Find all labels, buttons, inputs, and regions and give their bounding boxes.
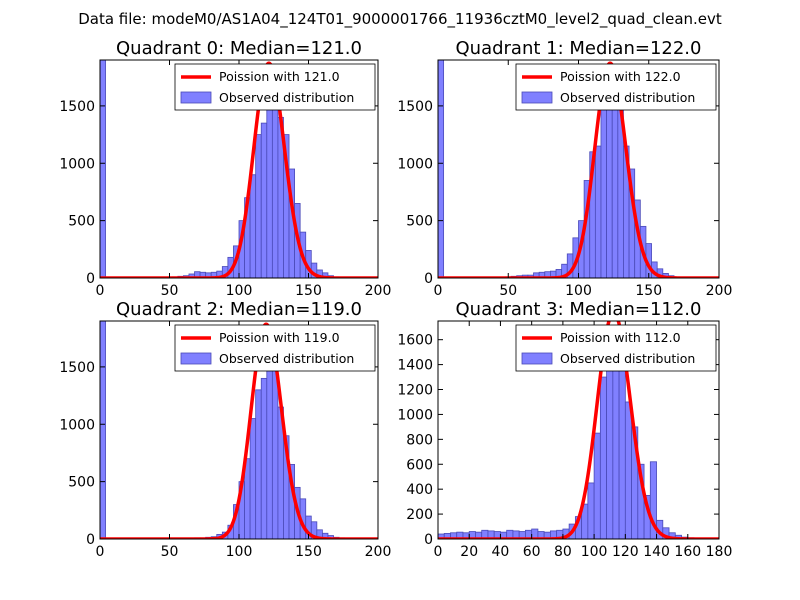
histogram-bar bbox=[266, 88, 273, 278]
histogram-bar bbox=[611, 105, 619, 278]
x-tick-label: 60 bbox=[523, 544, 541, 560]
x-tick-label: 50 bbox=[161, 283, 179, 299]
x-tick-label: 100 bbox=[226, 283, 253, 299]
x-tick-label: 0 bbox=[434, 283, 443, 299]
x-tick-label: 200 bbox=[706, 283, 733, 299]
y-tick-label: 1600 bbox=[397, 333, 433, 349]
x-tick-label: 150 bbox=[635, 283, 662, 299]
y-tick-label: 200 bbox=[406, 507, 433, 523]
histogram-bar bbox=[249, 418, 257, 539]
quadrant-3-legend: Poission with 112.0 Observed distribution bbox=[515, 324, 717, 372]
histogram-bar bbox=[100, 321, 106, 539]
histogram-bar bbox=[255, 389, 262, 539]
quadrant-0-panel: Quadrant 0: Median=121.0 0 50 100 150 200 0 500… bbox=[59, 38, 391, 299]
histogram-bar bbox=[593, 432, 601, 539]
histogram-bar bbox=[600, 94, 607, 278]
legend-fit-label: Poission with 119.0 bbox=[219, 330, 340, 345]
quadrant-1-title: Quadrant 1: Median=122.0 bbox=[456, 38, 702, 59]
y-tick-label: 600 bbox=[406, 457, 433, 473]
legend-observed-swatch bbox=[180, 91, 212, 104]
x-tick-label: 100 bbox=[226, 544, 253, 560]
poisson-fit-line bbox=[438, 321, 719, 539]
y-tick-label: 800 bbox=[406, 432, 433, 448]
histogram-bar bbox=[594, 145, 602, 278]
quadrant-2-legend: Poission with 119.0 Observed distribution bbox=[174, 324, 376, 372]
x-tick-label: 140 bbox=[643, 544, 670, 560]
legend-fit-label: Poission with 121.0 bbox=[219, 69, 340, 84]
y-tick-label: 1000 bbox=[59, 417, 95, 433]
quadrant-2-title: Quadrant 2: Median=119.0 bbox=[116, 299, 362, 320]
x-tick-label: 200 bbox=[365, 544, 392, 560]
histogram-bar bbox=[599, 376, 607, 539]
legend-observed-swatch bbox=[180, 352, 212, 365]
x-tick-label: 180 bbox=[706, 544, 733, 560]
x-tick-label: 80 bbox=[554, 544, 572, 560]
y-tick-label: 0 bbox=[424, 532, 433, 548]
legend-fit-label: Poission with 122.0 bbox=[560, 69, 681, 84]
y-tick-label: 1500 bbox=[59, 360, 95, 376]
x-tick-label: 120 bbox=[612, 544, 639, 560]
legend-observed-label: Observed distribution bbox=[219, 351, 354, 366]
legend-observed-swatch bbox=[521, 352, 553, 365]
y-tick-label: 1500 bbox=[59, 99, 95, 115]
x-tick-label: 150 bbox=[295, 544, 322, 560]
x-tick-label: 0 bbox=[434, 544, 443, 560]
y-tick-label: 0 bbox=[424, 271, 433, 287]
y-tick-label: 1500 bbox=[397, 99, 433, 115]
figure-suptitle: Data file: modeM0/AS1A04_124T01_90000017… bbox=[78, 10, 722, 29]
histogram-bar bbox=[100, 60, 106, 278]
legend-observed-label: Observed distribution bbox=[560, 90, 695, 105]
histogram-bar bbox=[624, 401, 632, 539]
histogram-bar bbox=[649, 461, 657, 539]
x-tick-label: 0 bbox=[96, 283, 105, 299]
quadrant-3-panel: Quadrant 3: Median=112.00 20 40 60 80 100 120 1… bbox=[397, 299, 732, 560]
quadrant-0-title: Quadrant 0: Median=121.0 bbox=[116, 38, 362, 59]
x-tick-label: 100 bbox=[565, 283, 592, 299]
histogram-bar bbox=[249, 174, 257, 278]
x-tick-label: 150 bbox=[295, 283, 322, 299]
histogram-bar bbox=[438, 60, 445, 278]
y-tick-label: 500 bbox=[406, 214, 433, 230]
x-tick-label: 50 bbox=[161, 544, 179, 560]
x-tick-label: 40 bbox=[492, 544, 510, 560]
legend-observed-swatch bbox=[521, 91, 553, 104]
quadrant-3-axes-frame bbox=[437, 320, 720, 540]
y-tick-label: 1400 bbox=[397, 358, 433, 374]
quadrant-3-bars bbox=[438, 326, 695, 539]
histogram-bar bbox=[260, 122, 268, 278]
y-tick-label: 0 bbox=[86, 271, 95, 287]
histogram-bar bbox=[271, 366, 279, 539]
quadrant-2-panel: Quadrant 2: Median=119.0 0 50 100 150 200 0 500… bbox=[59, 299, 391, 560]
y-tick-label: 1000 bbox=[397, 156, 433, 172]
y-tick-label: 500 bbox=[68, 475, 95, 491]
y-tick-label: 1000 bbox=[59, 156, 95, 172]
x-tick-label: 160 bbox=[674, 544, 701, 560]
quadrant-0-legend: Poission with 121.0 Observed distribution bbox=[174, 63, 376, 111]
x-tick-label: 100 bbox=[581, 544, 608, 560]
histogram-bar bbox=[587, 482, 595, 539]
histogram-bar bbox=[255, 134, 262, 278]
x-tick-label: 200 bbox=[365, 283, 392, 299]
legend-fit-label: Poission with 112.0 bbox=[560, 330, 681, 345]
x-tick-label: 20 bbox=[460, 544, 478, 560]
quadrant-3-title: Quadrant 3: Median=112.0 bbox=[456, 299, 702, 320]
y-tick-label: 400 bbox=[406, 482, 433, 498]
quadrant-1-panel: Quadrant 1: Median=122.0 0 50 100 150 200 0 500… bbox=[397, 38, 732, 299]
x-tick-label: 50 bbox=[499, 283, 517, 299]
quadrant-1-legend: Poission with 122.0 Observed distribution bbox=[515, 63, 717, 111]
x-tick-label: 0 bbox=[96, 544, 105, 560]
y-tick-label: 0 bbox=[86, 532, 95, 548]
histogram-bar bbox=[260, 377, 268, 539]
histogram-bar bbox=[266, 343, 273, 539]
y-tick-label: 1200 bbox=[397, 383, 433, 399]
y-tick-label: 500 bbox=[68, 214, 95, 230]
legend-observed-label: Observed distribution bbox=[560, 351, 695, 366]
histogram-bar bbox=[612, 345, 620, 539]
y-tick-label: 1000 bbox=[397, 407, 433, 423]
legend-observed-label: Observed distribution bbox=[219, 90, 354, 105]
